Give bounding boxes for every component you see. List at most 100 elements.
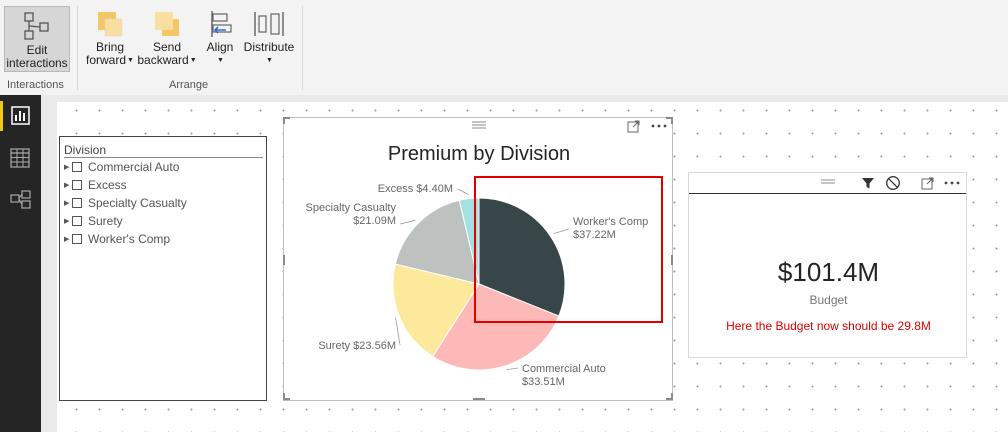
- slicer-item[interactable]: ▶ Commercial Auto: [64, 160, 179, 176]
- chevron-down-icon: ▼: [127, 57, 134, 65]
- send-backward-label-1: Send: [152, 40, 182, 54]
- resize-handle[interactable]: [666, 117, 673, 119]
- expand-arrow-icon[interactable]: ▶: [64, 200, 70, 207]
- pie-leader-line: [399, 219, 416, 225]
- filter-icon[interactable]: [861, 176, 875, 190]
- resize-handle[interactable]: [473, 398, 485, 400]
- chevron-down-icon: ▼: [217, 57, 224, 65]
- edit-interactions-label-2: interactions: [6, 56, 68, 70]
- slicer-item[interactable]: ▶ Surety: [64, 214, 123, 230]
- checkbox-icon[interactable]: [72, 198, 82, 208]
- slicer-divider: [64, 157, 263, 158]
- send-backward-button[interactable]: Send backward▼: [136, 10, 198, 67]
- drag-grip-icon[interactable]: [470, 119, 488, 131]
- more-options-icon[interactable]: [650, 121, 668, 131]
- resize-handle[interactable]: [671, 255, 673, 265]
- ribbon: Edit interactions Interactions Bring for…: [0, 0, 1008, 96]
- resize-handle[interactable]: [283, 398, 290, 400]
- align-button[interactable]: Align ▼: [202, 10, 238, 67]
- pie-slice[interactable]: [478, 197, 566, 317]
- slicer-title: Division: [64, 143, 107, 157]
- checkbox-icon[interactable]: [72, 180, 82, 190]
- division-slicer[interactable]: Division ▶ Commercial Auto ▶ Excess ▶ Speci…: [59, 136, 267, 401]
- expand-arrow-icon[interactable]: ▶: [64, 164, 70, 171]
- group-separator: [302, 6, 303, 90]
- slicer-item[interactable]: ▶ Worker's Comp: [64, 232, 170, 248]
- pie-slice[interactable]: [431, 283, 560, 371]
- annotation-note: Here the Budget now should be 29.8M: [726, 319, 931, 333]
- drag-grip-icon[interactable]: [819, 177, 837, 187]
- group-separator: [77, 6, 78, 90]
- resize-handle[interactable]: [671, 117, 673, 124]
- send-backward-icon: [155, 12, 179, 36]
- edit-interactions-label-1: Edit: [26, 43, 48, 57]
- nav-data-view[interactable]: [0, 139, 41, 177]
- resize-handle[interactable]: [283, 255, 285, 265]
- distribute-icon: [254, 12, 284, 36]
- bring-forward-label-1: Bring: [95, 40, 124, 54]
- chart-title: Premium by Division: [387, 143, 571, 165]
- report-view-icon: [11, 106, 30, 125]
- pie-leader-line: [457, 188, 469, 195]
- edit-interactions-icon: [24, 12, 49, 40]
- pie-slice-name: Specialty Casualty: [306, 202, 397, 214]
- data-view-icon: [10, 148, 30, 168]
- align-icon: [211, 11, 232, 37]
- bring-forward-label-2: forward: [86, 53, 127, 67]
- focus-mode-icon[interactable]: [921, 176, 935, 190]
- bring-forward-icon: [98, 12, 123, 37]
- pie-slice[interactable]: [392, 263, 480, 358]
- distribute-button[interactable]: Distribute ▼: [241, 10, 297, 67]
- card-label: Budget: [809, 293, 848, 307]
- distribute-label: Distribute: [243, 40, 295, 54]
- pie-leader-line: [553, 228, 570, 234]
- pie-slice-label: Surety $23.56M: [318, 340, 396, 352]
- card-value: $101.4M: [777, 257, 880, 287]
- resize-handle[interactable]: [666, 398, 673, 400]
- slicer-item-label: Surety: [88, 214, 123, 228]
- checkbox-icon[interactable]: [72, 162, 82, 172]
- pie-slice-name: Worker's Comp: [573, 216, 648, 228]
- relationships-view-icon: [10, 190, 31, 209]
- slicer-item-label: Excess: [88, 178, 127, 192]
- group-label-arrange: Arrange: [169, 79, 209, 91]
- pie-slice-value: $33.51M: [522, 376, 565, 388]
- resize-handle[interactable]: [283, 393, 285, 400]
- no-filter-icon[interactable]: [885, 175, 901, 191]
- expand-arrow-icon[interactable]: ▶: [64, 236, 70, 243]
- nav-report-view[interactable]: [0, 97, 41, 135]
- slicer-item[interactable]: ▶ Specialty Casualty: [64, 196, 187, 212]
- pie-slice-value: $21.09M: [353, 215, 396, 227]
- nav-relationships-view[interactable]: [0, 181, 41, 219]
- left-nav: [0, 95, 41, 432]
- pie-slice[interactable]: [394, 199, 480, 285]
- annotation-highlight-box: [474, 176, 663, 323]
- chevron-down-icon: ▼: [266, 57, 273, 65]
- align-label: Align: [206, 40, 234, 54]
- checkbox-icon[interactable]: [72, 216, 82, 226]
- pie-leader-line: [395, 317, 401, 346]
- chevron-down-icon: ▼: [189, 57, 197, 65]
- budget-card[interactable]: $101.4M Budget Here the Budget now shoul…: [688, 172, 967, 358]
- checkbox-icon[interactable]: [72, 234, 82, 244]
- resize-handle[interactable]: [283, 117, 290, 119]
- bring-forward-button[interactable]: Bring forward▼: [82, 10, 138, 67]
- edit-interactions-button[interactable]: Edit interactions: [4, 6, 70, 72]
- pie-slice-value: $37.22M: [573, 229, 616, 241]
- more-options-icon[interactable]: [943, 178, 961, 188]
- send-backward-label-2: backward: [137, 53, 189, 67]
- slicer-item-label: Worker's Comp: [88, 232, 171, 246]
- pie-leader-line: [506, 367, 519, 371]
- slicer-item-label: Commercial Auto: [88, 160, 180, 174]
- pie-slice-label: Excess $4.40M: [378, 183, 453, 195]
- pie-slice-name: Commercial Auto: [522, 363, 606, 375]
- slicer-item[interactable]: ▶ Excess: [64, 178, 127, 194]
- resize-handle[interactable]: [283, 117, 285, 124]
- resize-handle[interactable]: [671, 393, 673, 400]
- card-header-bar: [689, 173, 966, 194]
- slicer-item-label: Specialty Casualty: [88, 196, 187, 210]
- expand-arrow-icon[interactable]: ▶: [64, 182, 70, 189]
- group-label-interactions: Interactions: [7, 79, 64, 91]
- expand-arrow-icon[interactable]: ▶: [64, 218, 70, 225]
- focus-mode-icon[interactable]: [627, 119, 641, 133]
